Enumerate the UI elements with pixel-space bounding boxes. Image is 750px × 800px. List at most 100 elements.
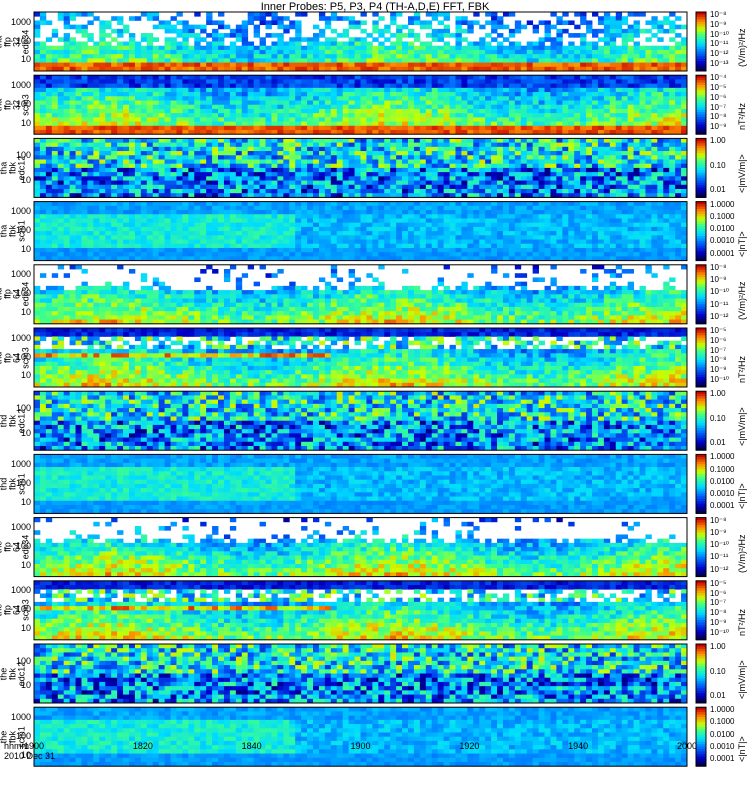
heatmap-cell <box>455 33 462 38</box>
heatmap-cell <box>164 231 171 236</box>
heatmap-cell <box>657 163 664 169</box>
heatmap-cell <box>396 58 403 63</box>
heatmap-cell <box>675 54 682 59</box>
heatmap-cell <box>87 239 94 245</box>
heatmap-cell <box>485 49 492 55</box>
heatmap-cell <box>265 155 272 160</box>
heatmap-cell <box>675 125 682 131</box>
heatmap-cell <box>431 121 439 127</box>
heatmap-cell <box>621 45 629 51</box>
heatmap-cell <box>360 138 367 144</box>
heatmap-cell <box>218 66 225 72</box>
heatmap-cell <box>51 205 59 211</box>
heatmap-cell <box>455 113 462 118</box>
heatmap-cell <box>651 146 658 152</box>
heatmap-cell <box>283 167 290 173</box>
heatmap-cell <box>485 75 492 80</box>
heatmap-cell <box>461 37 468 42</box>
heatmap-cell <box>93 138 100 144</box>
heatmap-cell <box>336 45 344 51</box>
heatmap-cell <box>396 125 403 131</box>
heatmap-cell <box>378 92 385 97</box>
heatmap-cell <box>419 129 427 135</box>
heatmap-cell <box>532 121 539 127</box>
heatmap-cell <box>223 96 231 101</box>
heatmap-cell <box>75 54 82 59</box>
heatmap-cell <box>289 210 296 215</box>
heatmap-cell <box>372 79 379 85</box>
heatmap-cell <box>568 172 575 177</box>
heatmap-cell <box>99 210 106 215</box>
heatmap-cell <box>372 184 379 190</box>
heatmap-cell <box>271 117 278 122</box>
heatmap-cell <box>206 239 213 245</box>
heatmap-cell <box>277 163 284 169</box>
heatmap-cell <box>229 117 237 122</box>
heatmap-cell <box>449 172 456 177</box>
heatmap-cell <box>99 83 106 89</box>
heatmap-cell <box>105 205 112 211</box>
heatmap-cell <box>449 180 456 186</box>
heatmap-cell <box>75 83 82 89</box>
heatmap-cell <box>615 49 623 55</box>
heatmap-cell <box>117 33 124 38</box>
heatmap-cell <box>170 54 177 59</box>
heatmap-cell <box>39 66 47 72</box>
heatmap-cell <box>93 252 100 257</box>
heatmap-cell <box>342 129 350 135</box>
heatmap-cell <box>57 104 65 110</box>
heatmap-cell <box>188 222 195 228</box>
heatmap-cell <box>669 142 676 148</box>
heatmap-cell <box>111 142 118 148</box>
colorbar-segment <box>696 172 706 176</box>
heatmap-cell <box>556 79 563 85</box>
heatmap-cell <box>378 125 385 131</box>
heatmap-cell <box>681 113 688 118</box>
heatmap-cell <box>111 151 118 156</box>
heatmap-cell <box>526 49 534 55</box>
heatmap-cell <box>556 37 563 42</box>
heatmap-cell <box>123 96 130 101</box>
heatmap-cell <box>526 92 534 97</box>
heatmap-cell <box>176 256 183 261</box>
heatmap-cell <box>390 121 397 127</box>
heatmap-cell <box>609 167 617 173</box>
heatmap-cell <box>639 167 646 173</box>
heatmap-cell <box>508 28 516 34</box>
heatmap-cell <box>669 62 676 68</box>
heatmap-cell <box>123 28 130 34</box>
heatmap-cell <box>265 252 272 257</box>
heatmap-cell <box>277 113 284 118</box>
heatmap-cell <box>75 205 82 211</box>
heatmap-cell <box>140 210 148 215</box>
heatmap-cell <box>87 167 94 173</box>
heatmap-cell <box>69 100 76 106</box>
heatmap-cell <box>218 159 225 165</box>
heatmap-cell <box>502 151 510 156</box>
heatmap-cell <box>57 83 65 89</box>
heatmap-cell <box>497 92 504 97</box>
heatmap-cell <box>271 125 278 131</box>
heatmap-cell <box>681 37 688 42</box>
heatmap-cell <box>330 214 338 219</box>
heatmap-cell <box>318 243 326 249</box>
heatmap-cell <box>360 108 367 114</box>
heatmap-cell <box>235 117 243 122</box>
heatmap-cell <box>574 180 581 186</box>
heatmap-cell <box>39 252 47 257</box>
heatmap-cell <box>212 142 219 148</box>
heatmap-cell <box>87 113 94 118</box>
heatmap-cell <box>425 104 433 110</box>
heatmap-cell <box>247 163 255 169</box>
heatmap-cell <box>164 37 171 42</box>
heatmap-cell <box>63 226 71 232</box>
heatmap-cell <box>550 45 557 51</box>
heatmap-cell <box>627 79 634 85</box>
heatmap-cell <box>87 92 94 97</box>
heatmap-cell <box>627 142 634 148</box>
heatmap-cell <box>289 247 296 253</box>
heatmap-cell <box>93 121 100 127</box>
heatmap-cell <box>259 159 266 165</box>
heatmap-cell <box>675 188 682 194</box>
heatmap-cell <box>330 218 338 224</box>
